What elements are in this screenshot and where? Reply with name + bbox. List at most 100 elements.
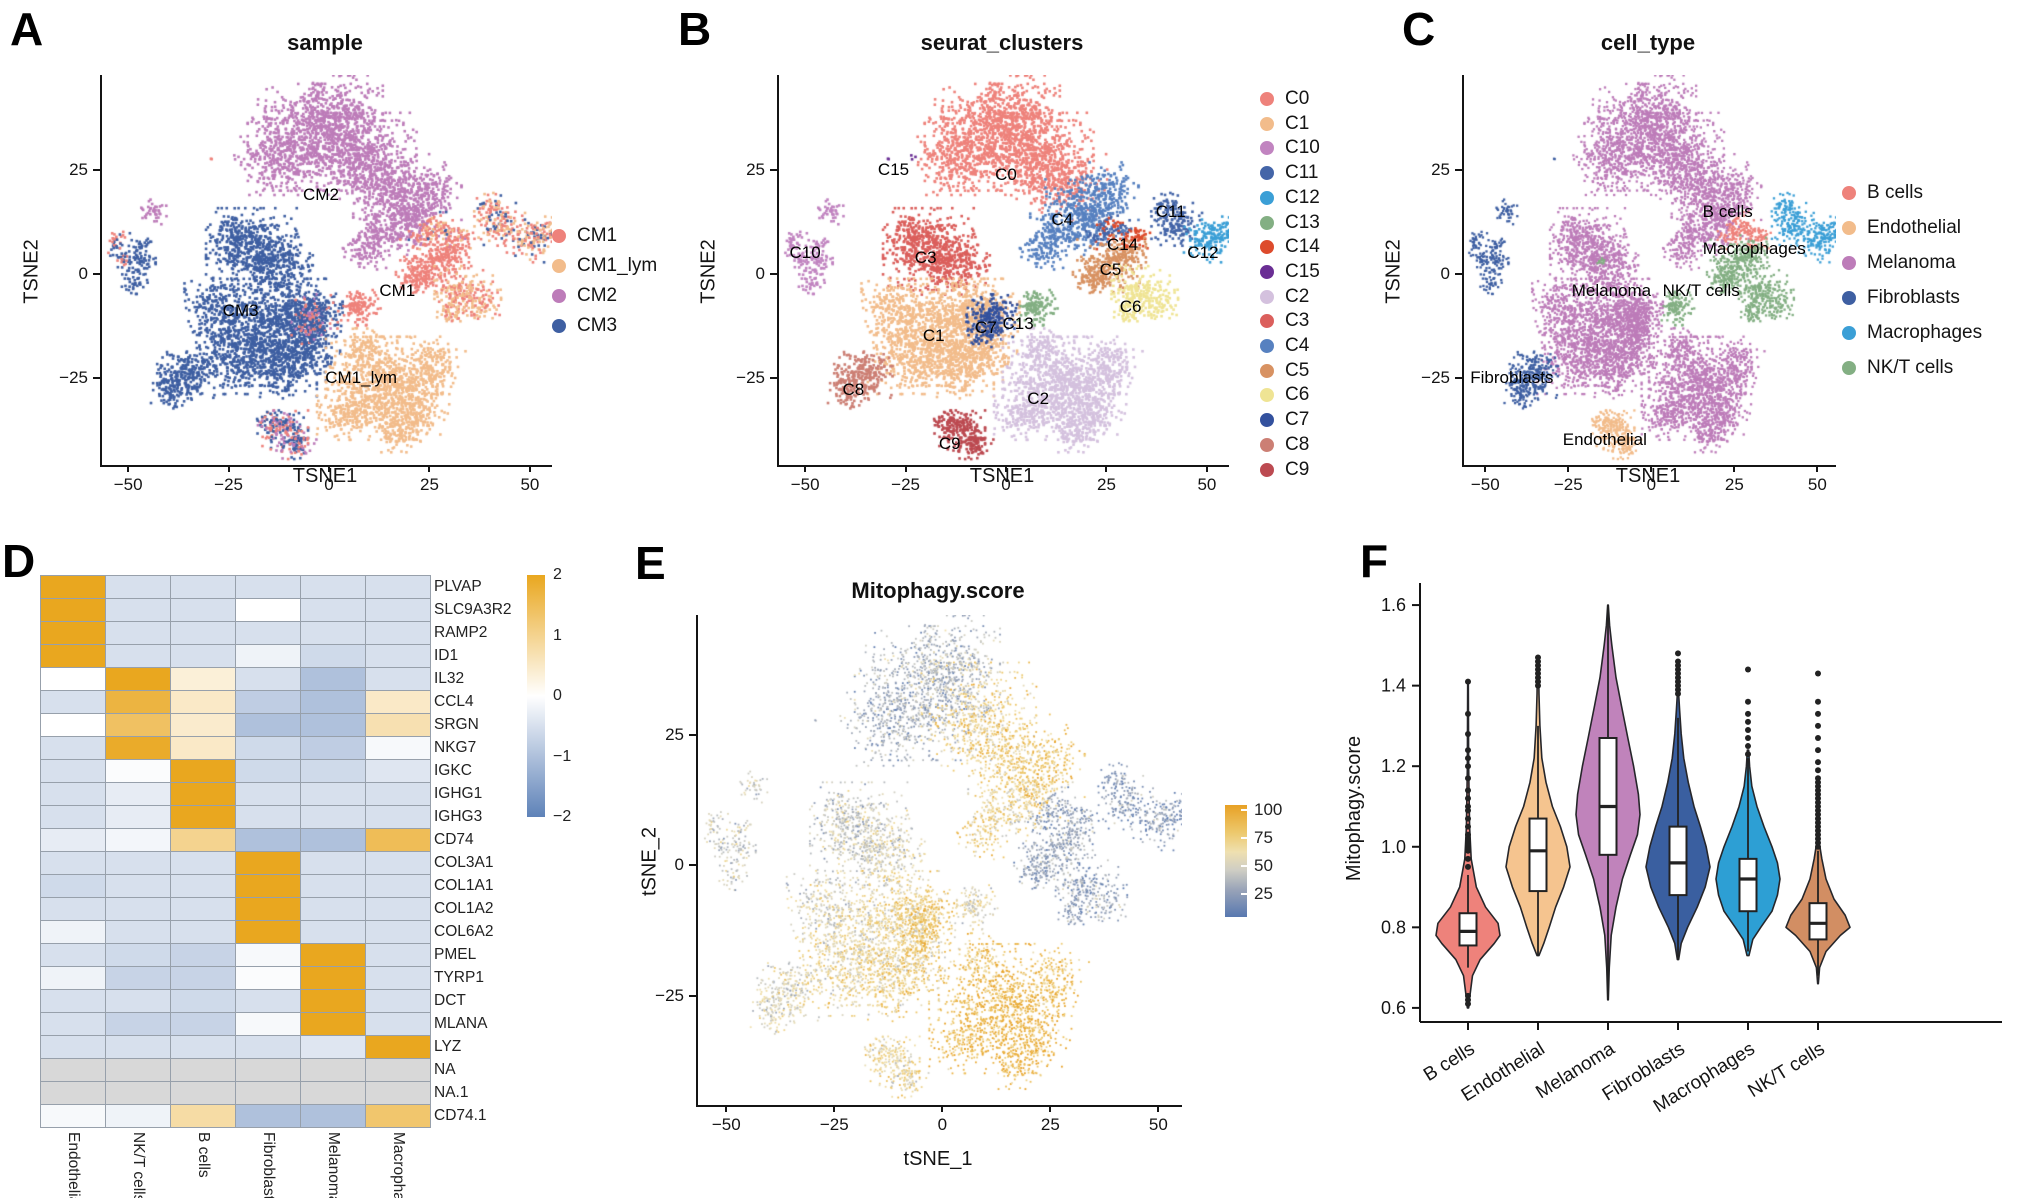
legend-swatch-icon — [1260, 215, 1274, 230]
x-tick-mark — [1105, 465, 1108, 472]
legend-label: Macrophages — [1867, 322, 1983, 343]
legend-item: C3 — [1260, 310, 1309, 332]
gene-label: RAMP2 — [434, 624, 488, 641]
cluster-label: Fibroblasts — [1470, 367, 1554, 387]
x-tick-mark — [328, 465, 331, 472]
heatmap-cell — [106, 576, 170, 598]
heatmap-cell — [171, 783, 235, 805]
legend-item: CM2 — [552, 285, 617, 307]
y-tick-mark — [689, 994, 696, 997]
y-tick-label: −25 — [1421, 367, 1450, 387]
heatmap-cell — [236, 1013, 300, 1035]
heatmap-cell — [171, 714, 235, 736]
celltype-label: Melanoma — [325, 1132, 342, 1198]
cluster-label: C12 — [1187, 243, 1219, 263]
legend-swatch-icon — [1260, 314, 1274, 329]
legend-label: CM2 — [577, 285, 618, 306]
f-ylabel: Mitophagy.score — [1343, 736, 1365, 881]
cluster-label: NK/T cells — [1662, 280, 1740, 300]
heatmap-cell — [171, 760, 235, 782]
heatmap-cell — [366, 714, 430, 736]
cluster-label: C8 — [842, 380, 865, 400]
heatmap-cell — [41, 1059, 105, 1081]
x-tick-label: 25 — [1096, 475, 1116, 494]
panel-e-xlabel: tSNE_1 — [903, 1148, 973, 1170]
x-tick-label: 50 — [1807, 475, 1827, 494]
cluster-label: Endothelial — [1562, 430, 1647, 450]
panel-c-cell-type-tsne: C cell_type TSNE2 TSNE1 B cells Endotheli… — [1383, 0, 2032, 500]
outlier-dot — [1465, 710, 1471, 717]
heatmap-cell — [41, 1082, 105, 1104]
heatmap-cell — [236, 576, 300, 598]
x-tick-mark — [1157, 1105, 1160, 1112]
heatmap-cell — [236, 714, 300, 736]
y-tick-label: 0 — [78, 264, 88, 284]
panel-a-letter: A — [10, 3, 44, 55]
cluster-label: C6 — [1119, 297, 1142, 317]
legend-swatch-icon — [1260, 413, 1274, 428]
f-y-tick-label: 1.4 — [1381, 676, 1406, 696]
x-tick-mark — [1816, 465, 1819, 472]
heatmap-cell — [366, 599, 430, 621]
x-tick-label: 0 — [1646, 475, 1657, 494]
gene-label: NKG7 — [434, 739, 477, 756]
heatmap-cell — [301, 1105, 365, 1127]
legend-item: C9 — [1260, 459, 1309, 481]
legend-swatch-icon — [1260, 363, 1274, 378]
heatmap-cell — [236, 1082, 300, 1104]
x-tick-label: −50 — [1470, 475, 1500, 494]
heatmap-colorbar-tick-label: 2 — [553, 566, 562, 583]
outlier-dot — [1745, 743, 1751, 750]
gene-label: TYRP1 — [434, 969, 484, 986]
y-tick-label: −25 — [736, 367, 765, 387]
y-tick-label: −25 — [59, 367, 88, 387]
legend-swatch-icon — [1842, 256, 1856, 270]
gene-label: IGKC — [434, 762, 472, 779]
x-tick-mark — [1484, 465, 1487, 472]
heatmap-cell — [106, 990, 170, 1012]
outlier-dot — [1465, 803, 1471, 810]
outlier-dot — [1465, 823, 1471, 830]
f-y-tick-label: 0.6 — [1381, 998, 1406, 1018]
outlier-dot — [1745, 726, 1751, 733]
heatmap-cell — [171, 1013, 235, 1035]
panel-b-seurat-clusters-tsne: B seurat_clusters TSNE2 TSNE1 C0 C1 C10 C11… — [660, 0, 1390, 500]
outlier-dot — [1745, 735, 1751, 742]
legend-swatch-icon — [1260, 166, 1274, 181]
legend-item: Fibroblasts — [1842, 287, 1960, 309]
heatmap-cell — [41, 599, 105, 621]
colorbar-tick-mark — [1241, 865, 1247, 867]
gene-label: PMEL — [434, 946, 477, 963]
panel-e-letter: E — [635, 537, 666, 589]
colorbar-tick-label: 50 — [1254, 856, 1273, 875]
heatmap-cell — [301, 645, 365, 667]
colorbar-tick-label: 100 — [1254, 800, 1283, 819]
heatmap-grid — [40, 575, 431, 1128]
heatmap-cell — [236, 760, 300, 782]
legend-label: CM3 — [577, 315, 618, 336]
box — [1808, 902, 1828, 941]
heatmap-cell — [41, 622, 105, 644]
cluster-label: C1 — [922, 326, 945, 346]
cluster-label: C5 — [1099, 260, 1122, 279]
x-tick-label: 0 — [937, 1115, 948, 1134]
heatmap-cell — [236, 921, 300, 943]
x-tick-mark — [227, 465, 230, 472]
heatmap-cell — [106, 944, 170, 966]
legend-item: C12 — [1260, 187, 1320, 209]
heatmap-cell — [301, 714, 365, 736]
heatmap-cell — [106, 806, 170, 828]
heatmap-cell — [41, 852, 105, 874]
heatmap-cell — [366, 783, 430, 805]
y-tick-mark — [93, 169, 100, 172]
heatmap-cell — [41, 875, 105, 897]
panel-b-scatter-canvas — [779, 75, 1229, 465]
outlier-dot — [1465, 831, 1471, 838]
legend-label: C14 — [1285, 236, 1320, 258]
outlier-dot — [1815, 710, 1821, 717]
heatmap-cell — [106, 622, 170, 644]
legend-item: C1 — [1260, 113, 1309, 135]
y-tick-mark — [770, 169, 777, 172]
heatmap-cell — [41, 990, 105, 1012]
panel-a-scatter-canvas — [102, 75, 552, 465]
